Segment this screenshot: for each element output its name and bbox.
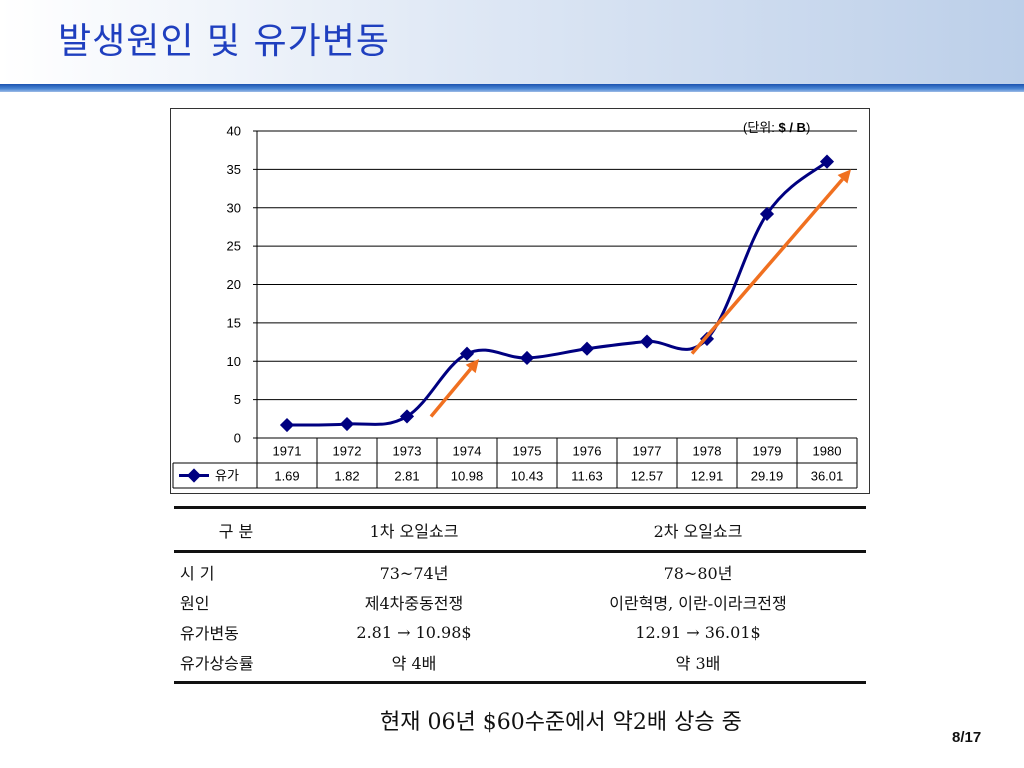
data-point [759,206,775,222]
chart-svg: (단위: $ / B) 0 5 10 15 20 25 30 35 40 1971 1972 1973… [172,120,858,489]
x-tick-label: 1971 [273,444,302,459]
data-point [819,154,835,169]
x-tick-label: 1972 [333,444,362,459]
oil-shock-summary-table: 구 분 1차 오일쇼크 2차 오일쇼크 시 기 73~74년 78~80년 원인… [174,506,866,684]
y-tick-label: 25 [227,239,241,254]
data-label: 1.69 [274,469,299,484]
x-tick-label: 1978 [693,444,722,459]
cell-first-price-change: 2.81 → 10.98$ [356,622,472,642]
table-header-row: 구 분 1차 오일쇼크 2차 오일쇼크 [174,509,866,550]
cell-second-period: 78~80년 [663,564,733,583]
header-first-shock: 1차 오일쇼크 [369,521,459,541]
x-tick-label: 1977 [633,444,662,459]
table-row-increase-rate: 유가상승률 약 4배 약 3배 [174,647,866,677]
y-tick-label: 35 [227,162,241,177]
trend-arrow [429,367,473,418]
data-point [639,334,655,349]
oil-price-chart: (단위: $ / B) 0 5 10 15 20 25 30 35 40 1971 1972 1973… [170,108,870,494]
trend-arrow-head [465,358,479,374]
data-label: 11.63 [571,469,603,484]
data-label: 12.57 [631,469,664,484]
slide-title: 발생원인 및 유가변동 [58,21,390,62]
cell-second-cause: 이란혁명, 이란-이라크전쟁 [609,594,787,613]
data-label: 1.82 [334,469,359,484]
y-tick-label: 5 [234,392,241,407]
header-category: 구 분 [218,521,254,541]
data-point [339,416,355,432]
x-tick-label: 1980 [813,444,842,459]
y-tick-label: 10 [227,354,241,369]
row-label-period: 시 기 [180,564,215,583]
series-line-oil-price [286,160,828,427]
table-top-rule [174,506,866,509]
table-row-period: 시 기 73~74년 78~80년 [174,557,866,587]
page-number: 8/17 [952,729,982,746]
cell-first-period: 73~74년 [379,564,449,583]
y-tick-label: 20 [227,277,241,292]
row-label-price-change: 유가변동 [180,624,239,643]
x-tick-label: 1976 [573,444,602,459]
table-bottom-rule [174,681,866,684]
x-tick-label: 1975 [513,444,542,459]
trend-arrow-head [837,169,851,184]
title-band [0,0,1024,86]
cell-second-price-change: 12.91 → 36.01$ [635,622,761,642]
y-tick-label: 30 [227,200,241,215]
legend-label: 유가 [215,468,239,483]
table-row-cause: 원인 제4차중동전쟁 이란혁명, 이란-이라크전쟁 [174,587,866,617]
row-label-increase-rate: 유가상승률 [180,654,254,673]
y-tick-label: 0 [234,431,241,446]
data-point [459,346,475,361]
table-row-price-change: 유가변동 2.81 → 10.98$ 12.91 → 36.01$ [174,617,866,647]
row-label-cause: 원인 [180,594,210,613]
table-header-rule [174,550,866,553]
cell-first-cause: 제4차중동전쟁 [364,594,464,613]
summary-note: 현재 06년 $60수준에서 약2배 상승 중 [380,710,742,735]
data-label: 10.98 [451,469,484,484]
data-point [399,409,415,424]
y-tick-label: 15 [227,315,241,330]
y-tick-label: 40 [227,124,241,139]
header-second-shock: 2차 오일쇼크 [653,521,743,541]
x-tick-label: 1979 [753,444,782,459]
x-tick-label: 1974 [453,444,482,459]
data-point [279,417,295,433]
unit-label: (단위: $ / B) [743,120,810,135]
data-label: 36.01 [811,469,844,484]
data-point [579,341,595,356]
data-label: 10.43 [511,469,544,484]
trend-arrow [690,178,844,355]
data-point [519,350,535,366]
data-label: 2.81 [394,469,419,484]
cell-first-increase-rate: 약 4배 [391,654,437,673]
x-tick-label: 1973 [393,444,422,459]
title-underline [0,84,1024,92]
cell-second-increase-rate: 약 3배 [675,654,721,673]
legend-marker [186,468,202,483]
data-label: 29.19 [751,469,784,484]
data-label: 12.91 [691,469,724,484]
